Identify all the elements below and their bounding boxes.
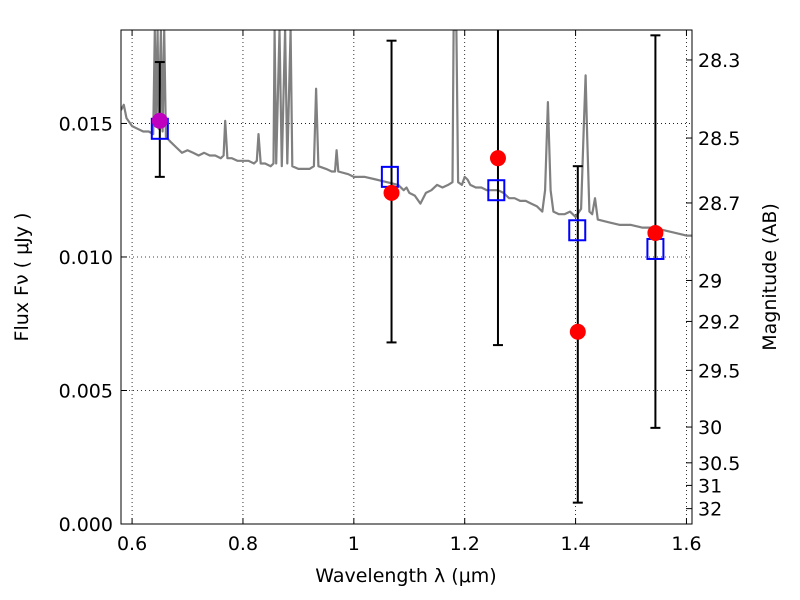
x-tick-label: 1.6 bbox=[671, 533, 701, 555]
y-axis-ticks: 0.000 0.005 0.010 0.015 bbox=[59, 113, 127, 536]
spectrum-line bbox=[121, 30, 692, 237]
plot-frame bbox=[120, 29, 693, 525]
observed-point bbox=[647, 224, 664, 241]
right-tick-label: 28.7 bbox=[698, 193, 740, 215]
right-tick-label: 29 bbox=[698, 270, 722, 292]
y-tick-label: 0.015 bbox=[59, 113, 113, 135]
model-point bbox=[487, 179, 506, 202]
right-tick-label: 30 bbox=[698, 417, 722, 439]
right-tick-label: 29.2 bbox=[698, 311, 740, 333]
right-tick-label: 31 bbox=[698, 475, 722, 497]
y-tick-label: 0.005 bbox=[59, 380, 113, 402]
observed-point bbox=[383, 184, 400, 201]
observed-point bbox=[489, 150, 506, 167]
observed-point bbox=[151, 112, 168, 129]
spectrum-layer bbox=[121, 30, 692, 237]
y-axis-title: Flux Fν ( μJy ) bbox=[11, 213, 33, 342]
x-tick-label: 0.8 bbox=[228, 533, 258, 555]
x-tick-label: 0.6 bbox=[117, 533, 147, 555]
right-tick-label: 30.5 bbox=[698, 453, 740, 475]
observed-points-layer bbox=[151, 112, 664, 340]
right-tick-label: 28.5 bbox=[698, 128, 740, 150]
plot-background bbox=[121, 30, 692, 524]
x-tick-label: 1.2 bbox=[450, 533, 480, 555]
x-axis-title: Wavelength λ (μm) bbox=[315, 565, 496, 587]
x-axis-ticks: 0.6 0.8 1 1.2 1.4 1.6 bbox=[117, 30, 702, 555]
x-tick-label: 1.4 bbox=[560, 533, 590, 555]
right-tick-label: 28.3 bbox=[698, 50, 740, 72]
right-tick-label: 32 bbox=[698, 499, 722, 521]
right-axis-title: Magnitude (AB) bbox=[759, 203, 781, 351]
model-point bbox=[568, 219, 587, 242]
y-tick-label: 0.000 bbox=[59, 514, 113, 536]
right-tick-label: 29.5 bbox=[698, 360, 740, 382]
observed-point bbox=[569, 323, 586, 340]
y-tick-label: 0.010 bbox=[59, 247, 113, 269]
x-tick-label: 1 bbox=[348, 533, 360, 555]
